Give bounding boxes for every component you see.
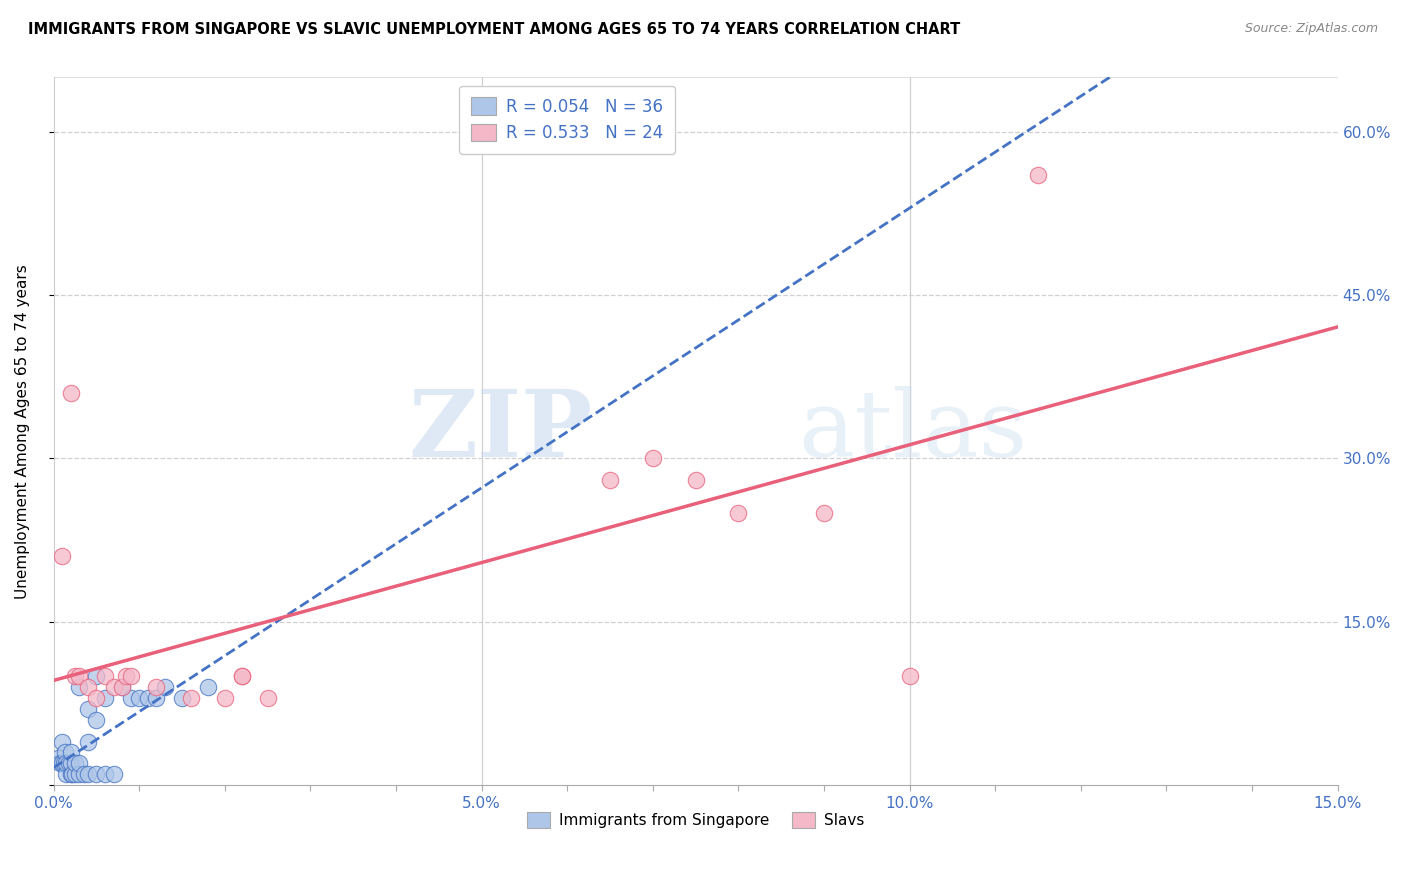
Y-axis label: Unemployment Among Ages 65 to 74 years: Unemployment Among Ages 65 to 74 years <box>15 264 30 599</box>
Text: Source: ZipAtlas.com: Source: ZipAtlas.com <box>1244 22 1378 36</box>
Point <box>58 756 80 771</box>
Point <box>145 680 167 694</box>
Point <box>52 756 75 771</box>
Point <box>214 691 236 706</box>
Point <box>67 756 90 771</box>
Point <box>1026 169 1049 183</box>
Text: IMMIGRANTS FROM SINGAPORE VS SLAVIC UNEMPLOYMENT AMONG AGES 65 TO 74 YEARS CORRE: IMMIGRANTS FROM SINGAPORE VS SLAVIC UNEM… <box>28 22 960 37</box>
Point <box>46 751 69 765</box>
Point <box>128 691 150 706</box>
Point <box>59 756 82 771</box>
Point <box>55 767 77 781</box>
Point <box>72 767 94 781</box>
Point <box>256 691 278 706</box>
Point <box>76 702 98 716</box>
Point <box>63 767 86 781</box>
Point <box>59 386 82 401</box>
Point <box>94 669 117 683</box>
Point <box>49 756 72 771</box>
Point <box>197 680 219 694</box>
Point <box>86 767 108 781</box>
Point <box>231 669 253 683</box>
Point <box>145 691 167 706</box>
Point <box>67 680 90 694</box>
Point <box>641 451 664 466</box>
Point <box>59 746 82 760</box>
Point <box>59 767 82 781</box>
Text: atlas: atlas <box>799 386 1028 476</box>
Point <box>86 669 108 683</box>
Point <box>51 756 73 771</box>
Point <box>599 473 621 487</box>
Point <box>76 680 98 694</box>
Point <box>111 680 134 694</box>
Point <box>813 506 835 520</box>
Point <box>94 691 117 706</box>
Point <box>67 669 90 683</box>
Point <box>63 756 86 771</box>
Point <box>231 669 253 683</box>
Point <box>115 669 138 683</box>
Point <box>63 669 86 683</box>
Point <box>94 767 117 781</box>
Point <box>136 691 159 706</box>
Point <box>76 734 98 748</box>
Point <box>76 767 98 781</box>
Point <box>120 669 142 683</box>
Point <box>55 756 77 771</box>
Point <box>103 680 125 694</box>
Point <box>53 746 76 760</box>
Point <box>51 734 73 748</box>
Point <box>51 549 73 564</box>
Legend: Immigrants from Singapore, Slavs: Immigrants from Singapore, Slavs <box>520 805 870 834</box>
Point <box>120 691 142 706</box>
Point <box>170 691 193 706</box>
Point <box>727 506 749 520</box>
Text: ZIP: ZIP <box>409 386 593 476</box>
Point <box>86 713 108 727</box>
Point <box>153 680 176 694</box>
Point <box>67 767 90 781</box>
Point <box>180 691 202 706</box>
Point <box>111 680 134 694</box>
Point <box>898 669 921 683</box>
Point <box>62 767 84 781</box>
Point <box>685 473 707 487</box>
Point <box>103 767 125 781</box>
Point <box>86 691 108 706</box>
